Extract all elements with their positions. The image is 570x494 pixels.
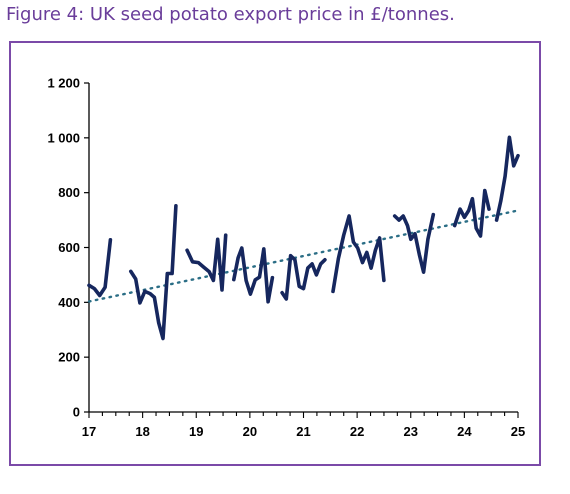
series-line-segment — [185, 233, 228, 292]
x-tick-label: 17 — [82, 424, 96, 439]
x-tick-label: 21 — [296, 424, 310, 439]
series-line-segment — [129, 204, 178, 341]
x-tick-label: 22 — [350, 424, 364, 439]
x-tick-label: 24 — [457, 424, 472, 439]
x-tick-label: 23 — [404, 424, 418, 439]
series-line-segment — [452, 188, 491, 238]
x-tick-label: 20 — [243, 424, 257, 439]
y-tick-label: 0 — [73, 405, 80, 420]
chart-frame: 0 200 400 600 800 1 000 1 200 17 18 19 20 21 22 23 24 2… — [9, 41, 541, 466]
series-line-segment — [232, 246, 275, 304]
x-tick-label: 19 — [189, 424, 203, 439]
trendline — [87, 209, 520, 303]
series-line-segment — [280, 253, 327, 301]
y-tick-label: 200 — [58, 350, 80, 365]
y-tick-label: 400 — [58, 295, 80, 310]
y-tick-label: 1 200 — [47, 76, 80, 91]
figure-title: Figure 4: UK seed potato export price in… — [6, 4, 455, 25]
x-tick-label: 18 — [135, 424, 149, 439]
series-line-segment — [494, 135, 520, 222]
y-tick-label: 800 — [58, 185, 80, 200]
y-tick-label: 600 — [58, 240, 80, 255]
series-line-segment — [331, 214, 386, 294]
series-line-segment — [392, 212, 436, 274]
series-line-segment — [87, 238, 113, 298]
y-tick-label: 1 000 — [47, 130, 80, 145]
chart: 0 200 400 600 800 1 000 1 200 17 18 19 20 21 22 23 24 2… — [47, 76, 525, 440]
x-tick-label: 25 — [511, 424, 525, 439]
